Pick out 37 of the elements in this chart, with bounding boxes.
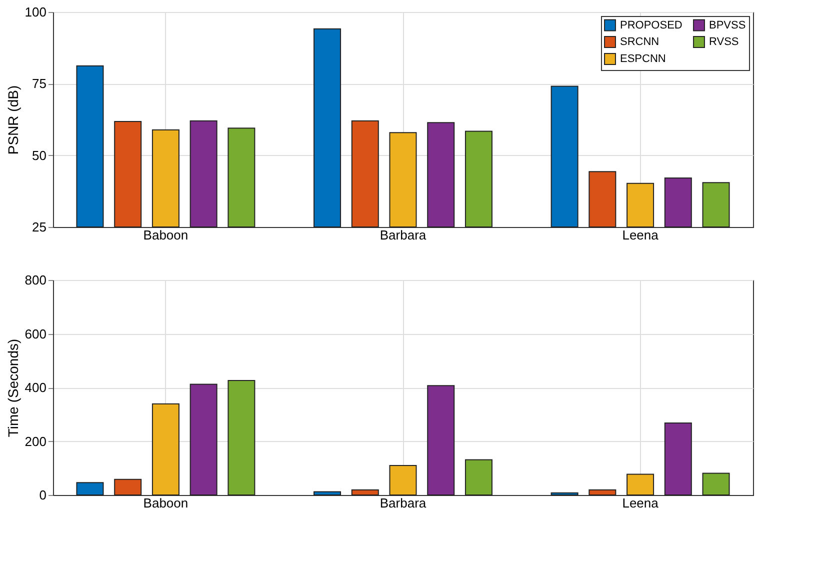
legend-label: BPVSS [709, 19, 746, 32]
y-axis-title: Time (Seconds) [4, 338, 21, 438]
y-tick-label: 50 [32, 148, 46, 163]
legend-label: ESPCNN [620, 53, 666, 65]
bar [427, 385, 455, 496]
x-tick-label: Barbara [380, 496, 427, 510]
y-tick-label: 100 [24, 4, 46, 20]
y-tick-label: 0 [39, 488, 46, 502]
bar [76, 482, 104, 496]
y-tick-label: 800 [24, 272, 46, 288]
bar [550, 492, 578, 496]
y-axis-title: PSNR (dB) [4, 85, 21, 155]
y-tick-label: 75 [32, 76, 46, 92]
x-tick-label: Baboon [143, 228, 188, 242]
bar [389, 464, 417, 496]
bar [664, 422, 692, 496]
x-tick-label: Baboon [143, 496, 188, 510]
bar [702, 472, 730, 496]
legend-label: RVSS [709, 36, 739, 48]
legend-label: SRCNN [620, 36, 660, 48]
bar [152, 403, 180, 496]
bar [588, 489, 616, 496]
y-tick-label: 400 [24, 380, 46, 395]
bar [114, 478, 142, 496]
x-tick-label: Barbara [380, 228, 427, 242]
bar [464, 459, 492, 496]
x-tick-label: Leena [622, 228, 660, 242]
bar [190, 384, 218, 496]
y-tick-label: 600 [24, 326, 46, 342]
bar [351, 489, 379, 496]
y-tick-label: 200 [24, 434, 46, 449]
y-tick-label: 25 [32, 220, 46, 234]
bar [626, 474, 654, 496]
legend-label: PROPOSED [620, 19, 682, 32]
bar [314, 491, 342, 496]
bar [228, 380, 256, 496]
x-tick-label: Leena [622, 496, 660, 510]
